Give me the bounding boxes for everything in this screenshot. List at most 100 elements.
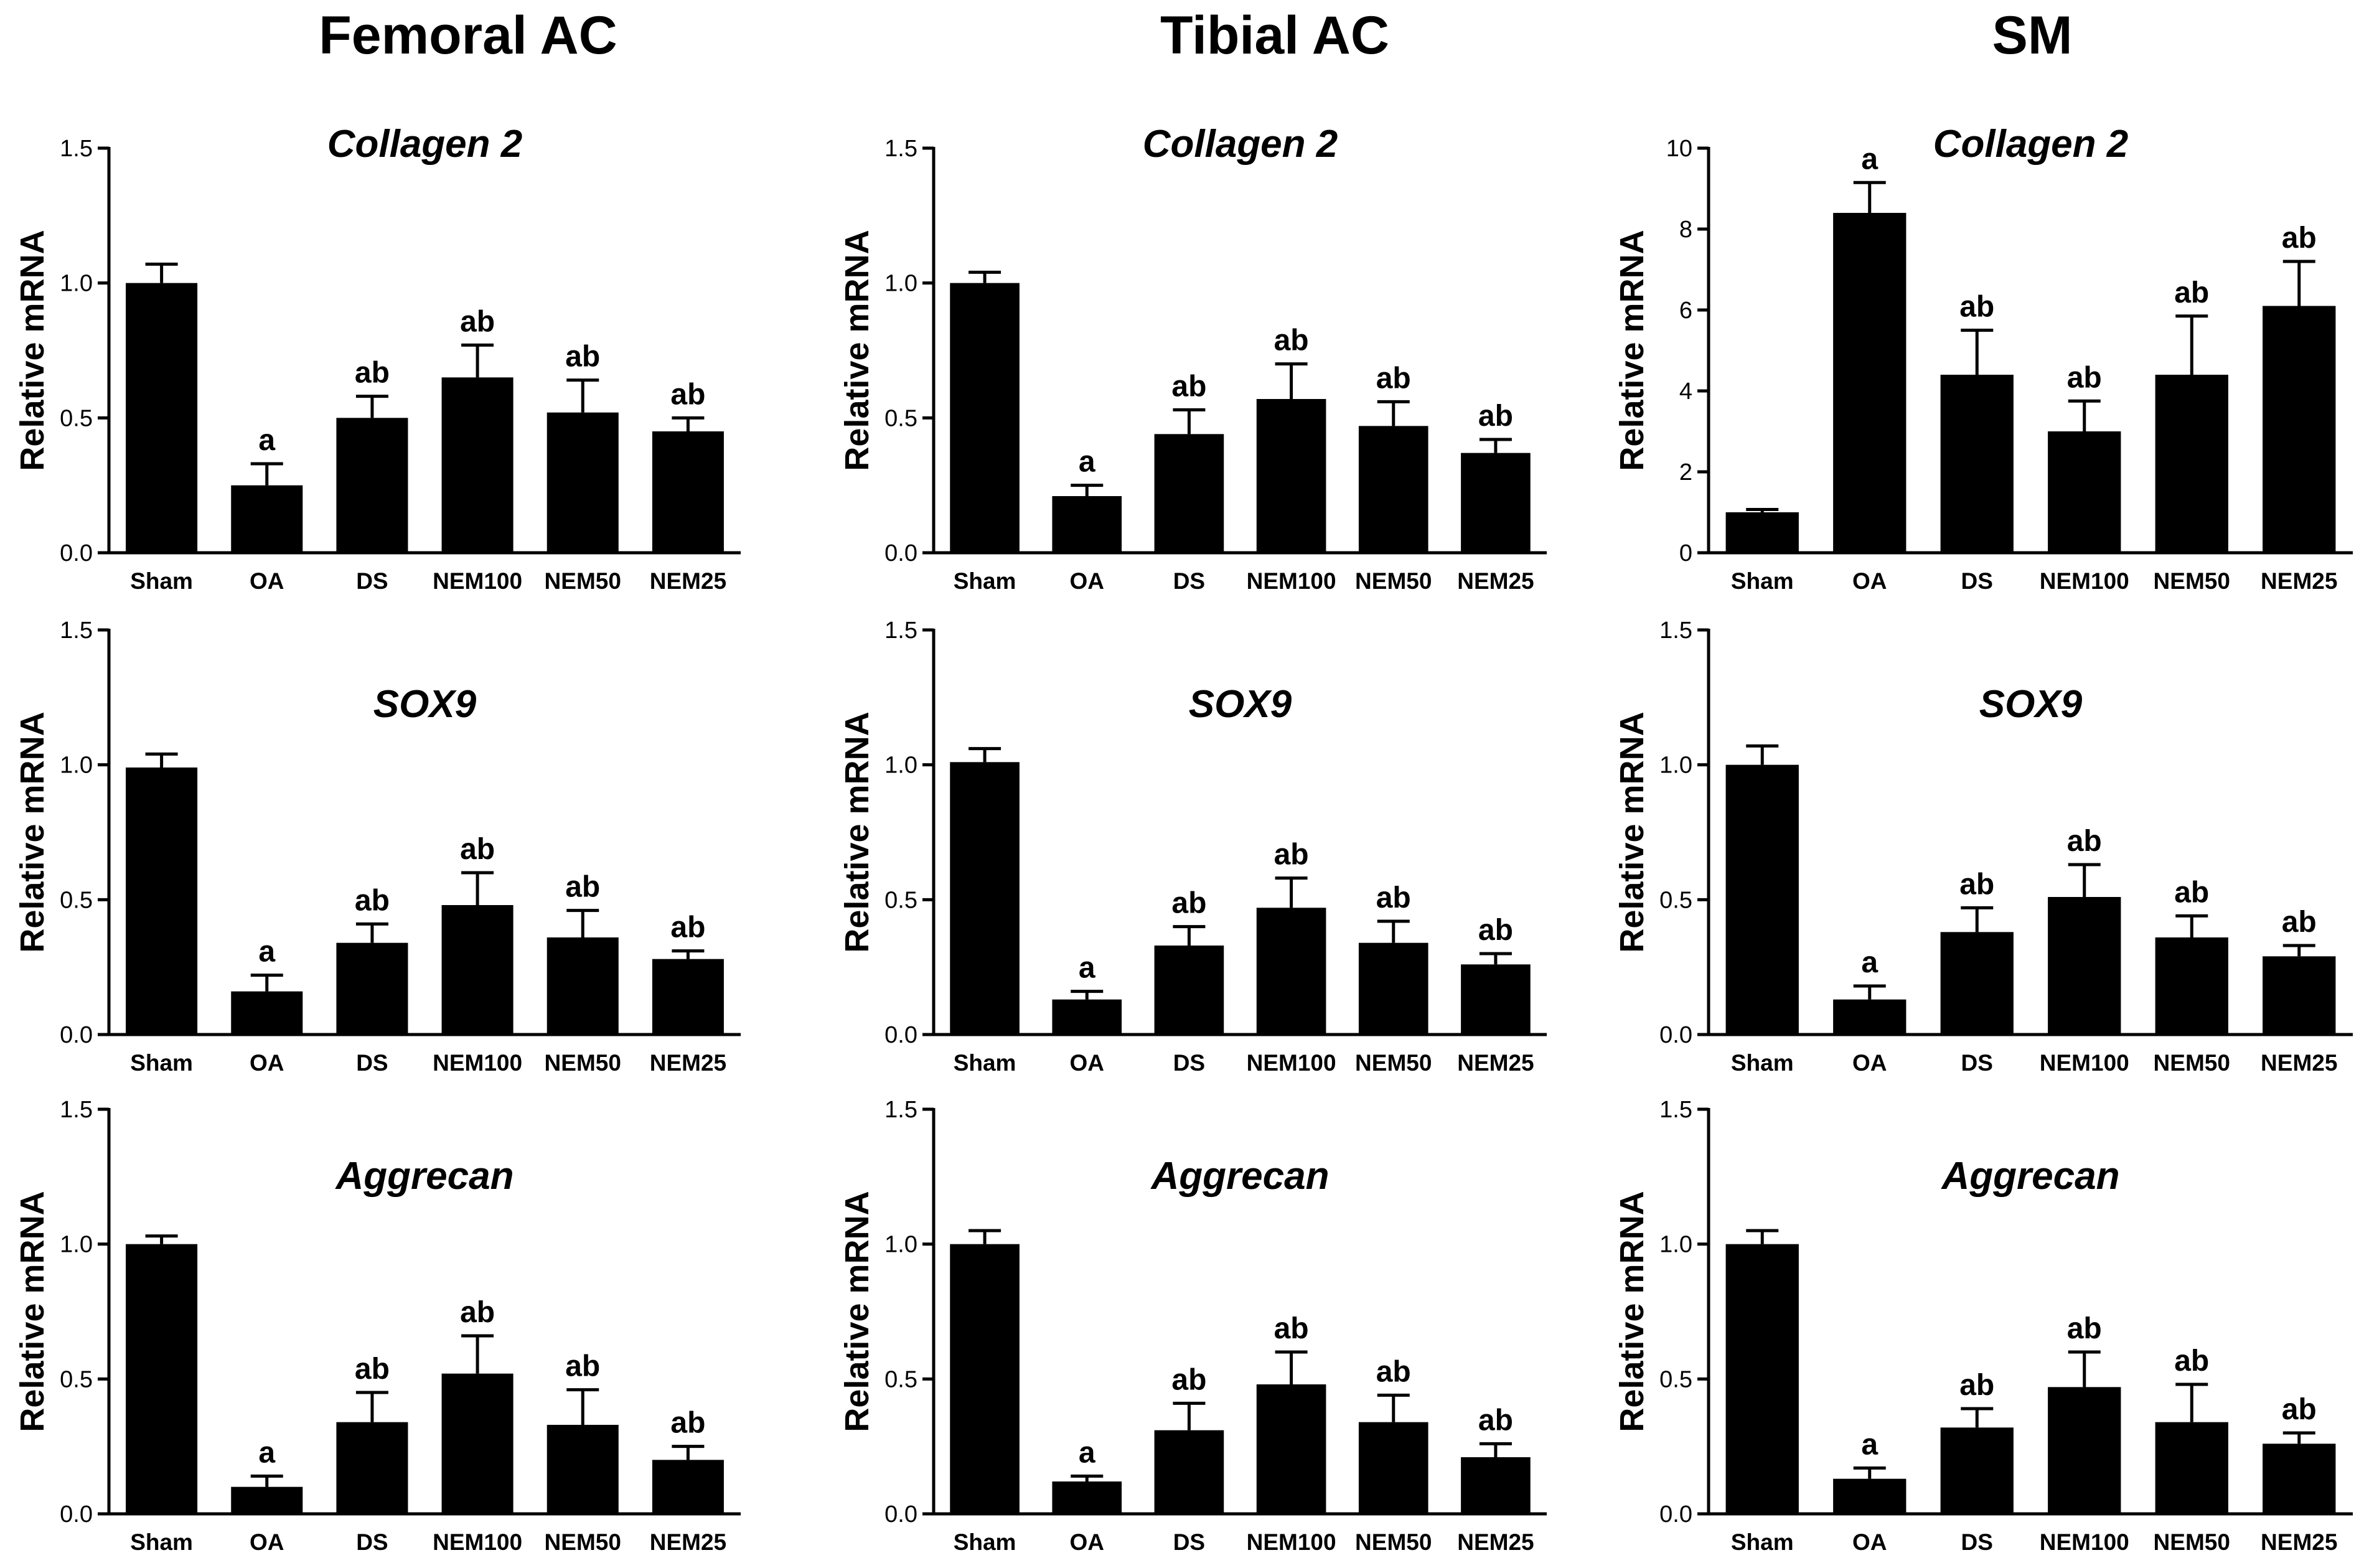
chart-title: Aggrecan — [335, 1155, 514, 1198]
significance-label: ab — [670, 911, 705, 944]
bar-ds — [1940, 375, 2014, 553]
bar-nem100 — [1256, 1384, 1326, 1514]
significance-label: ab — [1171, 1363, 1206, 1396]
column-title-femoral-ac: Femoral AC — [319, 6, 617, 65]
x-tick-label: NEM50 — [2154, 568, 2230, 594]
x-tick-label: NEM25 — [2261, 568, 2337, 594]
y-tick-label: 0.5 — [60, 405, 93, 431]
y-tick-label: 1.0 — [1659, 753, 1692, 779]
y-tick-label: 1.0 — [884, 271, 917, 297]
x-tick-label: Sham — [954, 1050, 1016, 1076]
chart-panel-4: SOX9 Relative mRNA 0.0 0.5 1.0 1.5 Sham a OA ab DS… — [838, 617, 1547, 1076]
significance-label: a — [1861, 1428, 1878, 1461]
bar-nem100 — [1256, 399, 1326, 553]
chart-title: Aggrecan — [1150, 1155, 1330, 1198]
significance-label: ab — [565, 1350, 600, 1383]
x-tick-label: OA — [1070, 1529, 1105, 1555]
y-tick-label: 0.5 — [60, 1366, 93, 1392]
x-tick-label: NEM50 — [1355, 1529, 1432, 1555]
x-tick-label: NEM25 — [2261, 1050, 2337, 1076]
bar-oa — [231, 485, 303, 553]
significance-label: ab — [355, 1353, 390, 1386]
significance-label: ab — [1959, 291, 1994, 324]
significance-label: ab — [1959, 1369, 1994, 1402]
y-tick-label: 1.5 — [1659, 1097, 1692, 1123]
chart-title: Collagen 2 — [1933, 123, 2129, 166]
significance-label: a — [1861, 143, 1878, 176]
significance-label: a — [1079, 1436, 1095, 1469]
x-tick-label: Sham — [1731, 1050, 1794, 1076]
chart-title: SOX9 — [1189, 683, 1292, 726]
y-tick-label: 6 — [1679, 298, 1692, 324]
bar-sham — [126, 768, 198, 1035]
chart-title: SOX9 — [1979, 683, 2083, 726]
chart-panel-2: Collagen 2 Relative mRNA 0 2 4 6 8 10 Sham a OA ab D… — [1613, 123, 2353, 594]
significance-label: ab — [1376, 1355, 1411, 1388]
significance-label: ab — [460, 1296, 495, 1329]
x-tick-label: OA — [250, 1529, 284, 1555]
significance-label: ab — [355, 357, 390, 390]
chart-title: Aggrecan — [1941, 1155, 2120, 1198]
x-tick-label: NEM25 — [650, 568, 726, 594]
x-tick-label: DS — [356, 1050, 388, 1076]
x-tick-label: NEM50 — [545, 1050, 621, 1076]
significance-label: ab — [2282, 906, 2317, 939]
significance-label: a — [258, 424, 275, 457]
bar-oa — [231, 1486, 303, 1514]
significance-label: ab — [1478, 1404, 1513, 1437]
x-tick-label: Sham — [130, 568, 193, 594]
significance-label: ab — [670, 378, 705, 411]
x-tick-label: Sham — [130, 1050, 193, 1076]
significance-label: ab — [355, 884, 390, 917]
y-tick-label: 1.0 — [1659, 1232, 1692, 1258]
x-tick-label: OA — [1070, 568, 1105, 594]
x-tick-label: NEM25 — [1457, 1050, 1534, 1076]
x-tick-label: DS — [1173, 1529, 1205, 1555]
y-tick-label: 0.0 — [1659, 1501, 1692, 1528]
x-tick-label: NEM100 — [433, 568, 522, 594]
y-tick-label: 0.5 — [884, 887, 917, 913]
x-tick-label: NEM100 — [2040, 1529, 2129, 1555]
x-tick-label: DS — [1173, 568, 1205, 594]
y-tick-label: 1.5 — [1659, 617, 1692, 644]
y-tick-label: 0.5 — [1659, 887, 1692, 913]
x-tick-label: NEM50 — [545, 568, 621, 594]
y-tick-label: 1.5 — [60, 617, 93, 644]
x-tick-label: OA — [250, 1050, 284, 1076]
significance-label: ab — [670, 1407, 705, 1440]
bar-nem50 — [546, 937, 619, 1035]
bar-ds — [1940, 932, 2014, 1035]
bar-nem50 — [546, 412, 619, 553]
chart-panel-6: Aggrecan Relative mRNA 0.0 0.5 1.0 1.5 Sham a OA… — [14, 1097, 741, 1555]
x-tick-label: NEM100 — [1247, 1529, 1336, 1555]
y-tick-label: 0.0 — [60, 540, 93, 566]
bar-nem25 — [652, 1460, 724, 1514]
y-axis-label: Relative mRNA — [14, 230, 51, 471]
bar-nem100 — [441, 1373, 514, 1514]
y-tick-label: 8 — [1679, 217, 1692, 243]
significance-label: ab — [1478, 400, 1513, 433]
significance-label: ab — [2174, 876, 2209, 909]
y-tick-label: 0.5 — [1659, 1366, 1692, 1392]
y-tick-label: 1.0 — [884, 753, 917, 779]
x-tick-label: NEM100 — [433, 1529, 522, 1555]
bar-nem100 — [2048, 431, 2121, 553]
significance-label: a — [258, 936, 275, 969]
x-tick-label: NEM25 — [2261, 1529, 2337, 1555]
column-title-sm: SM — [1992, 6, 2073, 65]
y-axis-label: Relative mRNA — [14, 711, 51, 952]
chart-panel-3: SOX9 Relative mRNA 0.0 0.5 1.0 1.5 Sham a OA ab DS… — [14, 617, 741, 1076]
x-tick-label: NEM100 — [2040, 568, 2129, 594]
bar-sham — [950, 283, 1020, 553]
y-axis-label: Relative mRNA — [838, 711, 876, 952]
significance-label: ab — [460, 833, 495, 866]
y-tick-label: 0.0 — [60, 1022, 93, 1048]
bar-nem25 — [2263, 956, 2336, 1035]
y-tick-label: 0.0 — [1659, 1022, 1692, 1048]
significance-label: ab — [565, 871, 600, 904]
bar-nem50 — [1358, 426, 1428, 553]
x-tick-label: DS — [1173, 1050, 1205, 1076]
bar-nem25 — [652, 959, 724, 1035]
significance-label: ab — [2067, 1312, 2102, 1345]
bar-nem25 — [2263, 306, 2336, 553]
